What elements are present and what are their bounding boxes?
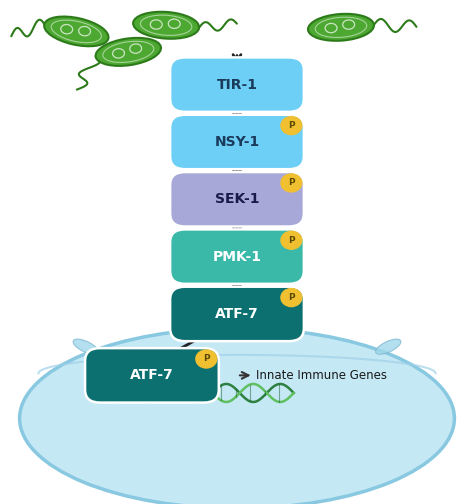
Circle shape: [196, 350, 217, 368]
Circle shape: [281, 174, 302, 192]
Ellipse shape: [96, 38, 161, 66]
Circle shape: [281, 289, 302, 306]
Text: P: P: [288, 178, 295, 187]
Text: PMK-1: PMK-1: [212, 249, 262, 264]
Text: NSY-1: NSY-1: [214, 135, 260, 149]
Text: P: P: [288, 121, 295, 130]
Text: P: P: [288, 293, 295, 302]
Text: ATF-7: ATF-7: [215, 307, 259, 321]
FancyBboxPatch shape: [170, 172, 304, 226]
Ellipse shape: [133, 12, 199, 39]
Text: TIR-1: TIR-1: [217, 78, 257, 92]
Circle shape: [281, 116, 302, 135]
Text: ATF-7: ATF-7: [130, 368, 174, 383]
Ellipse shape: [73, 339, 99, 354]
FancyBboxPatch shape: [85, 348, 219, 403]
Text: P: P: [203, 354, 210, 363]
Ellipse shape: [375, 339, 401, 354]
Text: Innate Immune Genes: Innate Immune Genes: [256, 369, 387, 382]
Ellipse shape: [308, 14, 374, 41]
FancyBboxPatch shape: [170, 115, 304, 169]
FancyBboxPatch shape: [170, 229, 304, 284]
Text: SEK-1: SEK-1: [215, 193, 259, 206]
Text: P: P: [288, 236, 295, 245]
FancyBboxPatch shape: [170, 57, 304, 112]
FancyBboxPatch shape: [170, 287, 304, 341]
Ellipse shape: [19, 328, 455, 504]
Circle shape: [281, 231, 302, 249]
Ellipse shape: [44, 17, 109, 46]
